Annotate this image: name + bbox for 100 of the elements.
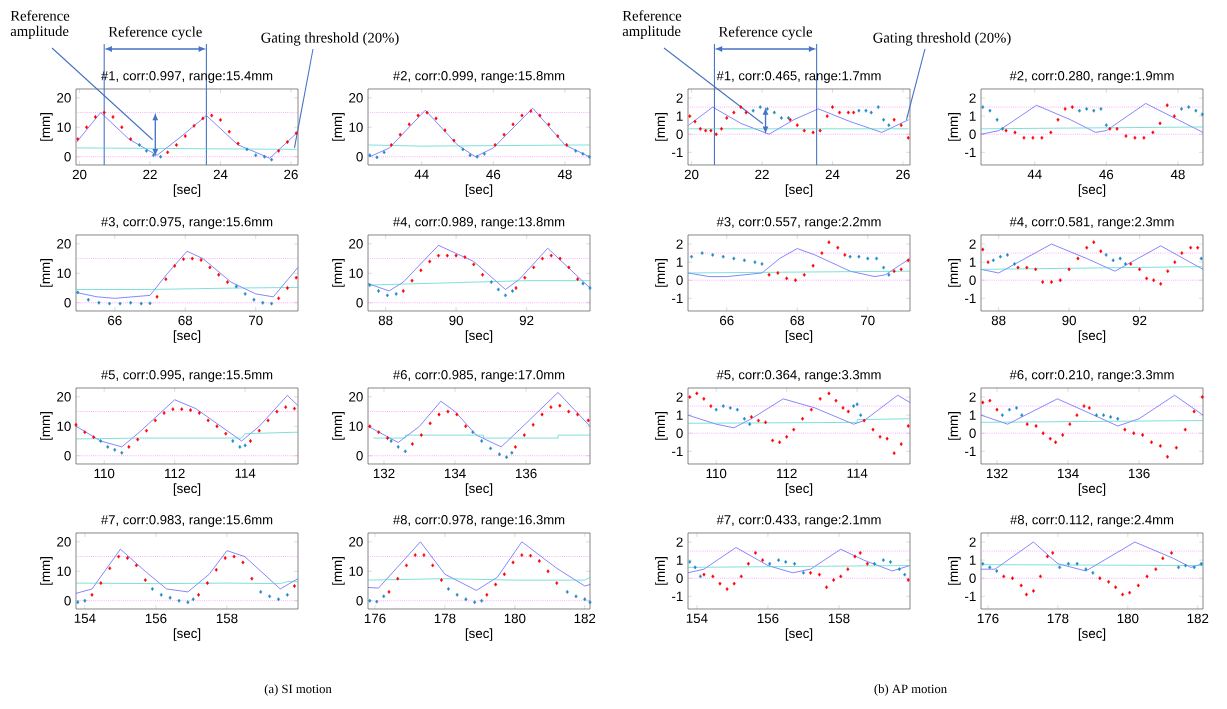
point — [197, 592, 201, 597]
point — [711, 252, 715, 257]
line-series — [75, 548, 299, 594]
chart-title: #4, corr:0.581, range:2.3mm — [1009, 217, 1174, 229]
point — [261, 300, 265, 305]
point — [767, 272, 771, 277]
point — [164, 277, 168, 282]
point — [102, 110, 106, 115]
point — [878, 434, 882, 439]
point — [1159, 281, 1163, 286]
point — [410, 278, 414, 283]
point — [502, 132, 506, 137]
point — [728, 405, 732, 410]
y-tick-label: 20 — [57, 537, 71, 547]
point — [714, 407, 718, 412]
point — [463, 255, 467, 260]
y-tick-label: 2 — [676, 537, 683, 547]
point — [556, 134, 560, 139]
point — [838, 110, 842, 115]
point — [864, 108, 868, 113]
point — [1158, 121, 1162, 126]
point — [735, 407, 739, 412]
x-tick-label: 48 — [557, 169, 572, 180]
point — [818, 128, 822, 133]
point — [1099, 249, 1103, 254]
x-axis-title: [sec] — [1078, 483, 1106, 496]
y-tick-label: 20 — [349, 93, 363, 103]
point — [189, 408, 193, 413]
y-tick-label: -1 — [672, 293, 683, 303]
point — [1063, 106, 1067, 111]
point — [171, 407, 175, 412]
point — [871, 427, 875, 432]
point — [538, 113, 542, 118]
point — [234, 284, 238, 289]
point — [1085, 106, 1089, 111]
y-tick-label: 20 — [349, 239, 363, 249]
point — [574, 148, 578, 153]
point — [468, 153, 472, 158]
point — [986, 260, 990, 265]
point — [285, 140, 289, 144]
point — [778, 440, 782, 445]
point — [587, 154, 591, 159]
point — [1002, 574, 1006, 579]
point — [173, 263, 177, 268]
point — [159, 592, 163, 597]
x-tick-label: 68 — [178, 315, 193, 326]
point — [751, 108, 755, 113]
y-axis-title: [mm] — [40, 412, 53, 440]
point — [1020, 413, 1024, 418]
point — [698, 126, 702, 131]
point — [1107, 579, 1111, 584]
point — [243, 443, 247, 448]
point — [1177, 565, 1181, 570]
y-tick-label: 0 — [356, 298, 363, 308]
point — [881, 558, 885, 563]
point — [522, 433, 526, 438]
x-tick-label: 68 — [790, 315, 805, 326]
point — [385, 293, 389, 298]
point — [1031, 135, 1035, 140]
point — [981, 561, 985, 566]
point — [540, 412, 544, 417]
x-tick-label: 24 — [213, 169, 228, 180]
point — [270, 157, 274, 162]
point — [454, 253, 458, 258]
x-tick-label: 20 — [684, 169, 699, 180]
text: Reference amplitude — [10, 10, 70, 40]
x-axis-title: [sec] — [465, 628, 493, 641]
x-tick-label: 88 — [991, 315, 1006, 326]
point — [1092, 108, 1096, 113]
point — [503, 293, 507, 298]
point — [846, 409, 850, 414]
point — [480, 439, 484, 443]
line-series — [687, 547, 911, 574]
y-axis-title: [mm] — [332, 113, 345, 141]
y-tick-label: 0 — [676, 428, 683, 438]
y-tick-label: -1 — [672, 147, 683, 157]
point — [866, 256, 870, 261]
point — [843, 252, 847, 257]
x-axis-title: [sec] — [1078, 330, 1106, 343]
point — [446, 587, 450, 591]
x-tick-label: 134 — [1057, 468, 1079, 479]
point — [1132, 431, 1136, 436]
point — [292, 406, 296, 411]
point — [139, 301, 143, 306]
point — [753, 260, 757, 265]
point — [377, 430, 381, 435]
point — [523, 275, 527, 280]
x-axis-title: [sec] — [173, 330, 201, 343]
text: (b) AP motion — [874, 684, 947, 696]
point — [1010, 576, 1014, 581]
point — [1051, 550, 1055, 555]
point — [292, 584, 296, 588]
y-tick-label: 0 — [969, 428, 976, 438]
point — [802, 128, 806, 133]
y-tick-label: 1 — [676, 410, 683, 420]
point — [243, 291, 247, 296]
point — [92, 435, 96, 440]
point — [869, 110, 873, 115]
point — [419, 433, 423, 438]
point — [899, 123, 903, 128]
